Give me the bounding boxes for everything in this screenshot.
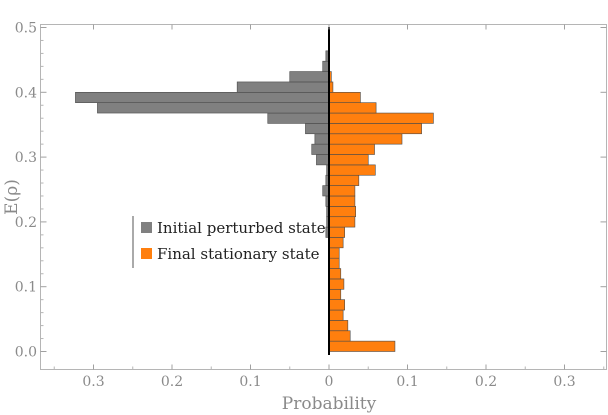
initial-bar xyxy=(75,92,330,103)
final-bar xyxy=(328,102,377,114)
final-bar xyxy=(328,320,349,332)
initial-bar xyxy=(305,123,330,135)
final-bar xyxy=(328,237,344,249)
legend-label-initial: Initial perturbed state xyxy=(157,219,326,237)
x-tick-label: 0.3 xyxy=(82,374,104,390)
final-state-bars xyxy=(328,71,434,352)
initial-bar xyxy=(289,71,330,83)
final-bar xyxy=(328,154,369,166)
final-bar xyxy=(328,123,422,135)
final-bar xyxy=(328,174,360,186)
initial-state-bars xyxy=(75,50,330,238)
initial-bar xyxy=(316,154,330,166)
final-bar xyxy=(328,133,403,145)
y-tick-label: 0.1 xyxy=(15,280,37,296)
x-axis-label: Probability xyxy=(282,394,377,414)
x-tick-label: 0.2 xyxy=(475,374,497,390)
legend-swatch-final xyxy=(141,248,152,259)
final-bar xyxy=(328,164,376,176)
legend-swatch-initial xyxy=(141,222,152,233)
y-tick-label: 0.2 xyxy=(15,215,37,231)
final-bar xyxy=(328,216,356,228)
initial-bar xyxy=(97,102,330,114)
final-bar xyxy=(328,278,345,290)
final-bar xyxy=(328,112,434,124)
x-tick-label: 0.1 xyxy=(396,374,418,390)
y-tick-label: 0.4 xyxy=(15,85,37,101)
final-bar xyxy=(328,340,396,352)
initial-bar xyxy=(311,143,330,155)
final-bar xyxy=(328,309,344,321)
initial-bar xyxy=(236,81,330,93)
x-tick-label: 0 xyxy=(325,374,334,390)
x-tick-label: 0.1 xyxy=(239,374,261,390)
y-tick-label: 0.5 xyxy=(15,21,37,37)
legend: Initial perturbed state Final stationary… xyxy=(132,216,326,268)
final-bar xyxy=(328,195,356,207)
x-tick-label: 0.3 xyxy=(553,374,575,390)
final-bar xyxy=(328,206,356,218)
final-bar xyxy=(328,268,342,280)
final-bar xyxy=(328,185,356,197)
x-axis-ticks: 0.3 0.2 0.1 0 0.1 0.2 0.3 xyxy=(53,24,605,390)
final-bar xyxy=(328,288,342,300)
final-bar xyxy=(328,143,375,155)
final-bar xyxy=(328,226,345,238)
x-tick-label: 0.2 xyxy=(161,374,183,390)
y-axis-label: E(ρ) xyxy=(2,179,22,215)
final-bar xyxy=(328,330,351,342)
y-tick-label: 0.0 xyxy=(15,345,37,361)
initial-bar xyxy=(267,112,330,124)
final-bar xyxy=(328,299,345,311)
y-axis-ticks: 0.0 0.1 0.2 0.3 0.4 0.5 xyxy=(15,21,607,361)
y-tick-label: 0.3 xyxy=(15,150,37,166)
legend-label-final: Final stationary state xyxy=(157,245,320,263)
final-bar xyxy=(328,257,340,269)
initial-bar xyxy=(314,133,330,145)
final-bar xyxy=(328,247,340,259)
final-bar xyxy=(328,92,361,103)
plot-frame xyxy=(40,24,607,370)
